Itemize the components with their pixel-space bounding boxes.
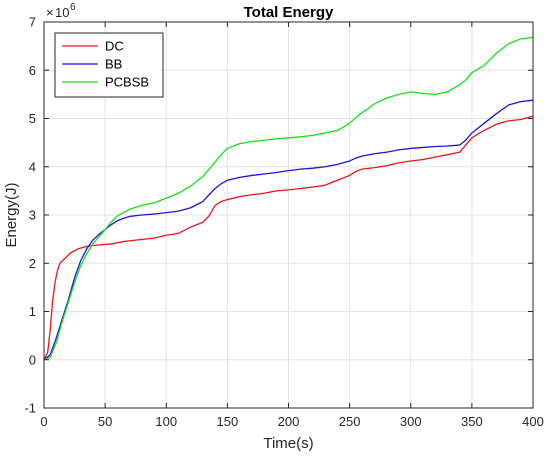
y-tick-label: 0 [29, 352, 36, 367]
x-tick-label: 250 [339, 414, 361, 429]
x-tick-label: 0 [40, 414, 47, 429]
axis-ticks: 0 50 100 150 200 250 300 350 400 -1 0 1 2 3 4 5 6 7 [24, 15, 543, 430]
y-tick-label: 1 [29, 304, 36, 319]
legend: DC BB PCBSB [54, 32, 164, 98]
series-line-pcbsb [43, 36, 534, 361]
multiplier-exponent: 6 [70, 2, 76, 13]
series-layer [43, 36, 534, 361]
y-tick-label: 4 [29, 159, 36, 174]
y-tick-label: 3 [29, 208, 36, 223]
x-tick-label: 400 [522, 414, 544, 429]
multiplier-base: 10 [55, 5, 69, 20]
legend-label-pcbsb: PCBSB [105, 75, 149, 90]
legend-box [54, 32, 164, 98]
grid [44, 22, 533, 408]
series-line-bb [43, 99, 534, 361]
y-tick-label: 2 [29, 256, 36, 271]
x-tick-label: 300 [400, 414, 422, 429]
x-axis-label: Time(s) [263, 435, 313, 452]
multiplier-times: × [46, 5, 54, 20]
legend-label-bb: BB [105, 57, 122, 72]
y-tick-label: -1 [24, 401, 36, 416]
y-tick-label: 5 [29, 111, 36, 126]
x-tick-label: 100 [155, 414, 177, 429]
y-axis-label: Energy(J) [3, 182, 20, 247]
x-tick-label: 350 [461, 414, 483, 429]
chart-title: Total Energy [244, 4, 334, 21]
y-tick-label: 6 [29, 63, 36, 78]
y-tick-label: 7 [29, 15, 36, 30]
y-axis-multiplier: 10 × 6 [46, 2, 76, 20]
x-tick-label: 150 [217, 414, 239, 429]
series-line-dc [43, 115, 534, 361]
legend-label-dc: DC [105, 39, 124, 54]
x-tick-label: 50 [98, 414, 112, 429]
x-tick-label: 200 [278, 414, 300, 429]
